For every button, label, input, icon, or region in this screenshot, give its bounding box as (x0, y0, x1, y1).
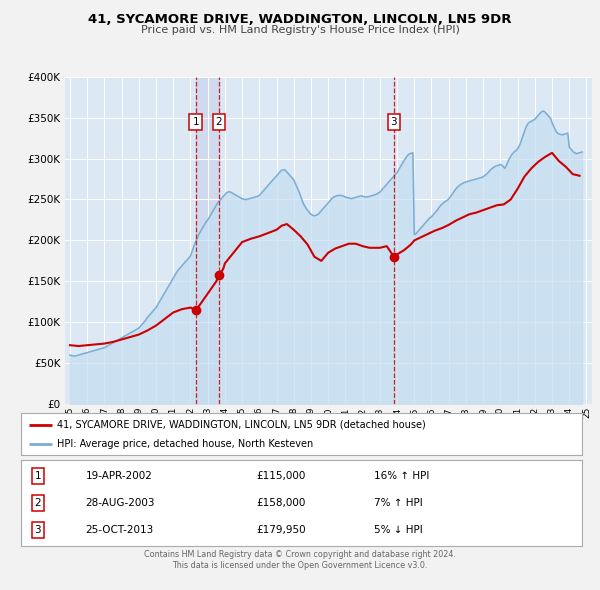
Text: HPI: Average price, detached house, North Kesteven: HPI: Average price, detached house, Nort… (58, 440, 314, 450)
Text: 2: 2 (216, 117, 223, 127)
Text: 25-OCT-2013: 25-OCT-2013 (86, 525, 154, 535)
Text: 19-APR-2002: 19-APR-2002 (86, 471, 152, 481)
Text: 7% ↑ HPI: 7% ↑ HPI (374, 498, 423, 508)
Text: 41, SYCAMORE DRIVE, WADDINGTON, LINCOLN, LN5 9DR (detached house): 41, SYCAMORE DRIVE, WADDINGTON, LINCOLN,… (58, 420, 426, 430)
Bar (196, 77, 219, 404)
Text: Price paid vs. HM Land Registry's House Price Index (HPI): Price paid vs. HM Land Registry's House … (140, 25, 460, 35)
Text: £179,950: £179,950 (257, 525, 306, 535)
Text: Contains HM Land Registry data © Crown copyright and database right 2024.: Contains HM Land Registry data © Crown c… (144, 550, 456, 559)
Text: 16% ↑ HPI: 16% ↑ HPI (374, 471, 430, 481)
Text: 3: 3 (391, 117, 397, 127)
Text: £158,000: £158,000 (257, 498, 306, 508)
Text: 2: 2 (35, 498, 41, 508)
Text: 41, SYCAMORE DRIVE, WADDINGTON, LINCOLN, LN5 9DR: 41, SYCAMORE DRIVE, WADDINGTON, LINCOLN,… (88, 13, 512, 26)
Text: 1: 1 (35, 471, 41, 481)
Text: 28-AUG-2003: 28-AUG-2003 (86, 498, 155, 508)
Text: 5% ↓ HPI: 5% ↓ HPI (374, 525, 423, 535)
Text: £115,000: £115,000 (257, 471, 306, 481)
Text: This data is licensed under the Open Government Licence v3.0.: This data is licensed under the Open Gov… (172, 560, 428, 569)
Text: 1: 1 (193, 117, 199, 127)
Text: 3: 3 (35, 525, 41, 535)
